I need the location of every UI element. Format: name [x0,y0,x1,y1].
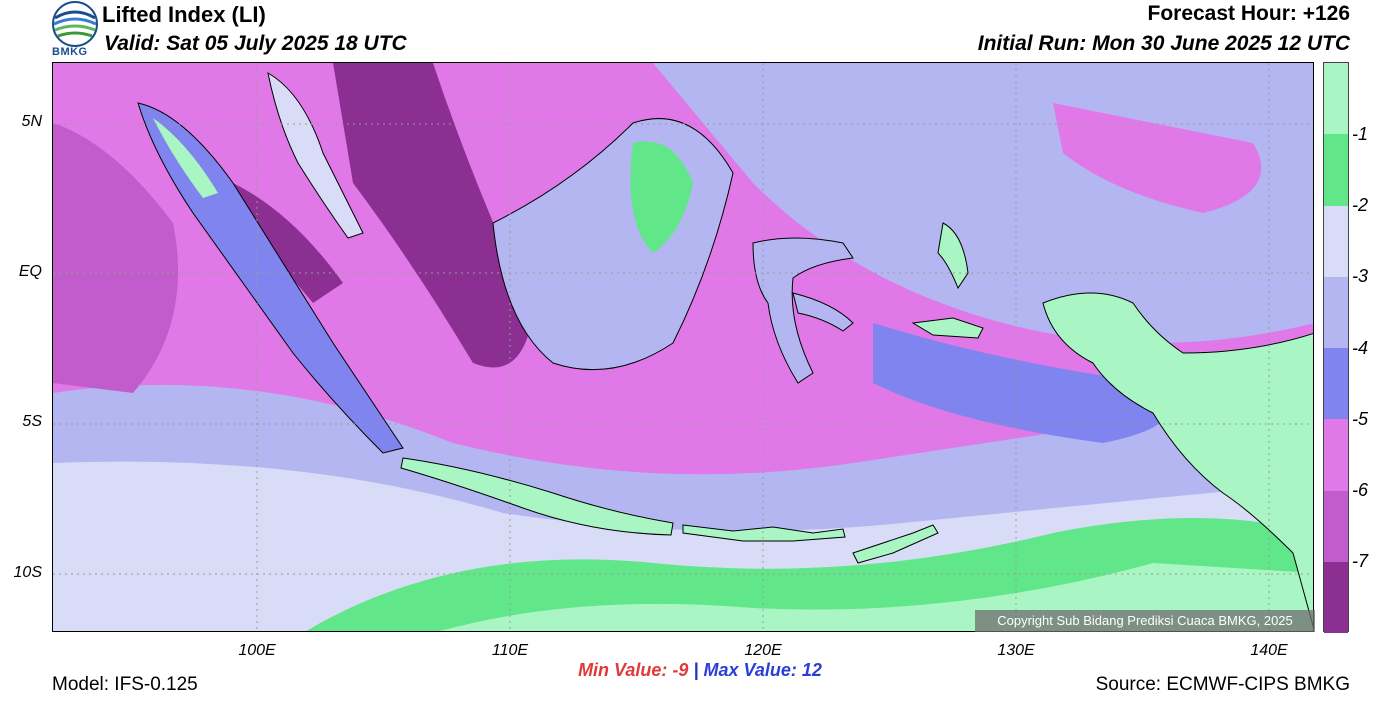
copyright-banner: Copyright Sub Bidang Prediksi Cuaca BMKG… [975,610,1315,632]
legend-label: -2 [1352,195,1369,215]
color-bar-segment [1324,205,1348,277]
color-bar-segment [1324,561,1348,633]
model-info: Model: IFS-0.125 [52,674,198,695]
color-bar-segment [1324,490,1348,562]
lon-label-140e: 140E [1250,642,1288,659]
color-bar-segment [1324,63,1348,135]
value-separator: | [693,660,699,680]
min-max-values: Min Value: -9 | Max Value: 12 [0,660,1400,681]
lon-label-100e: 100E [238,642,276,659]
lon-label-130e: 130E [997,642,1035,659]
legend-label: -3 [1352,266,1369,286]
forecast-hour: Forecast Hour: +126 [1147,2,1351,25]
color-bar-segment [1324,419,1348,491]
logo-text: BMKG [52,46,88,58]
source-info: Source: ECMWF-CIPS BMKG [1095,674,1350,695]
map-title: Lifted Index (LI) [102,2,266,27]
color-bar-segment [1324,276,1348,348]
color-bar [1323,62,1349,633]
legend-label: -1 [1352,124,1369,144]
color-bar-segment [1324,348,1348,420]
bmkg-logo [50,0,100,62]
lon-label-120e: 120E [744,642,782,659]
lat-label-eq: EQ [18,263,42,280]
lat-label-5s: 5S [22,413,42,430]
max-value: 12 [801,660,822,680]
min-label: Min Value: [578,660,668,680]
lat-label-10s: 10S [13,564,42,581]
initial-run: Initial Run: Mon 30 June 2025 12 UTC [977,32,1350,55]
legend-label: -4 [1352,338,1369,358]
lon-label-110e: 110E [491,642,529,659]
legend-label: -6 [1352,480,1369,500]
map-canvas [53,63,1313,631]
color-bar-segment [1324,134,1348,206]
legend-label: -7 [1352,551,1369,571]
lifted-index-map [52,62,1314,632]
min-value: -9 [672,660,689,680]
lat-label-5n: 5N [21,113,42,130]
max-label: Max Value: [703,660,797,680]
valid-time: Valid: Sat 05 July 2025 18 UTC [104,32,407,55]
legend-label: -5 [1352,409,1369,429]
